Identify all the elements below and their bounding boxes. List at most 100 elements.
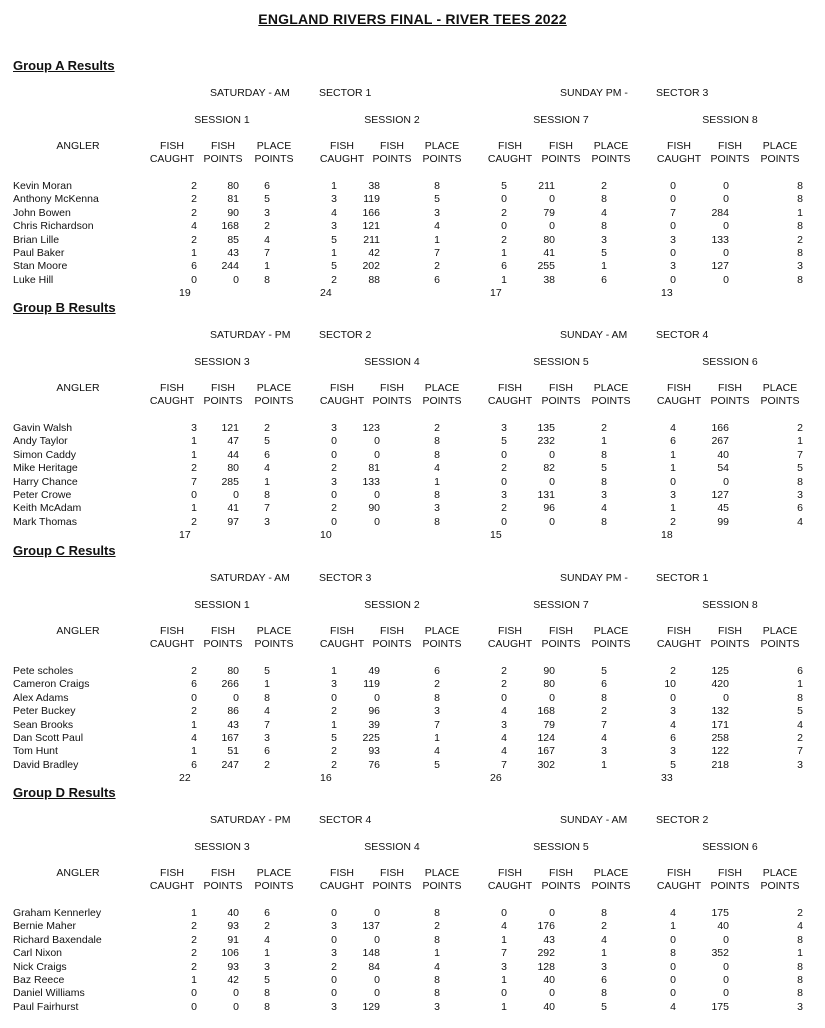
cell-fish-caught: 4	[501, 732, 507, 744]
cell-fish-caught: 1	[670, 502, 676, 515]
cell-place-points: 7	[797, 448, 803, 461]
cell-place-points: 4	[601, 502, 607, 515]
cell-place-points: 2	[264, 220, 270, 233]
cell-fish-points: 76	[368, 758, 380, 771]
cell-place-points: 1	[797, 206, 803, 219]
cell-place-points: 2	[434, 678, 440, 691]
cell-place-points: 1	[434, 732, 440, 744]
cell-fish-caught: 0	[331, 907, 337, 919]
cell-fish-points: 90	[543, 665, 555, 677]
cell-fish-caught: 3	[331, 422, 337, 434]
day-label: SUNDAY PM -	[560, 572, 628, 584]
table-row: Gavin Walsh 3 121 2 3 123 2 3 135 2 4 166 2	[0, 422, 825, 435]
cell-fish-caught: 2	[501, 462, 507, 475]
cell-fish-caught: 5	[670, 758, 676, 771]
cell-fish-caught: 7	[501, 758, 507, 771]
cell-place-points: 1	[434, 947, 440, 960]
cell-fish-caught: 0	[501, 987, 507, 1000]
session-label: SESSION 5	[533, 356, 589, 368]
cell-fish-points: 0	[549, 691, 555, 704]
cell-fish-points: 127	[711, 489, 729, 501]
angler-header: ANGLER	[56, 867, 100, 879]
cell-fish-caught: 0	[670, 273, 676, 286]
cell-fish-points: 232	[537, 435, 555, 448]
fish-points-header: FISH POINTS	[203, 382, 243, 407]
cell-fish-caught: 1	[331, 180, 337, 192]
cell-fish-points: 132	[711, 705, 729, 718]
angler-name: Bernie Maher	[13, 920, 77, 933]
group-heading: Group C Results	[13, 543, 116, 558]
cell-fish-caught: 6	[191, 260, 197, 273]
cell-place-points: 5	[264, 665, 270, 677]
cell-place-points: 5	[434, 193, 440, 206]
cell-fish-caught: 2	[501, 233, 507, 246]
session-label: SESSION 8	[702, 599, 758, 611]
cell-fish-caught: 0	[191, 987, 197, 1000]
cell-place-points: 7	[434, 718, 440, 731]
cell-fish-caught: 1	[191, 435, 197, 448]
cell-fish-points: 202	[362, 260, 380, 273]
cell-place-points: 3	[601, 745, 607, 758]
table-row: Harry Chance 7 285 1 3 133 1 0 0 8 0 0 8	[0, 476, 825, 489]
cell-fish-caught: 2	[331, 273, 337, 286]
cell-fish-caught: 3	[501, 489, 507, 501]
place-points-header: PLACE POINTS	[760, 140, 800, 165]
cell-fish-points: 0	[549, 475, 555, 488]
session-label: SESSION 4	[364, 841, 420, 853]
cell-fish-points: 167	[537, 745, 555, 758]
cell-place-points: 8	[797, 193, 803, 206]
cell-fish-points: 0	[233, 691, 239, 704]
angler-name: Richard Baxendale	[13, 933, 102, 946]
cell-fish-caught: 3	[331, 920, 337, 933]
cell-fish-points: 119	[363, 193, 380, 206]
fish-points-header: FISH POINTS	[710, 625, 750, 650]
cell-place-points: 8	[797, 974, 803, 986]
cell-place-points: 6	[601, 974, 607, 986]
cell-fish-points: 47	[227, 435, 239, 448]
cell-place-points: 2	[797, 907, 803, 919]
sector-label: SECTOR 2	[656, 814, 709, 826]
cell-fish-caught: 2	[191, 947, 197, 960]
day-label: SUNDAY - AM	[560, 814, 628, 826]
table-row: Pete scholes 2 80 5 1 49 6 2 90 5 2 125 6	[0, 665, 825, 678]
session-total: 18	[661, 529, 673, 542]
fish-points-header: FISH POINTS	[541, 867, 581, 892]
cell-place-points: 4	[264, 462, 270, 475]
cell-place-points: 2	[264, 758, 270, 771]
cell-fish-caught: 0	[191, 691, 197, 704]
cell-place-points: 4	[434, 960, 440, 973]
cell-fish-caught: 3	[670, 705, 676, 718]
cell-fish-caught: 1	[501, 1000, 507, 1013]
cell-place-points: 8	[264, 987, 270, 1000]
table-row: Richard Baxendale 2 91 4 0 0 8 1 43 4 0 0 8	[0, 934, 825, 947]
cell-place-points: 1	[797, 678, 803, 691]
day-label: SATURDAY - PM	[210, 814, 291, 826]
cell-place-points: 8	[601, 691, 607, 704]
cell-fish-points: 211	[363, 233, 380, 246]
cell-place-points: 8	[797, 933, 803, 946]
cell-fish-points: 79	[543, 718, 555, 731]
cell-place-points: 1	[601, 435, 607, 448]
fish-caught-header: FISH CAUGHT	[319, 625, 365, 650]
cell-fish-caught: 2	[331, 462, 337, 475]
table-row: Mark Thomas 2 97 3 0 0 8 0 0 8 2 99 4	[0, 516, 825, 529]
cell-fish-caught: 1	[191, 247, 197, 259]
cell-fish-points: 0	[233, 273, 239, 286]
fish-caught-header: FISH CAUGHT	[149, 382, 195, 407]
cell-fish-caught: 2	[191, 515, 197, 528]
cell-fish-caught: 4	[331, 206, 337, 219]
cell-place-points: 5	[797, 462, 803, 475]
cell-fish-caught: 6	[670, 435, 676, 448]
cell-fish-caught: 3	[670, 489, 676, 501]
angler-name: Pete scholes	[13, 665, 74, 677]
cell-fish-points: 38	[543, 273, 555, 286]
cell-fish-caught: 1	[501, 247, 507, 259]
cell-fish-caught: 4	[501, 920, 507, 933]
cell-place-points: 5	[797, 705, 803, 718]
cell-fish-points: 0	[374, 974, 380, 986]
cell-fish-points: 0	[723, 960, 729, 973]
cell-fish-caught: 10	[664, 678, 676, 691]
place-points-header: PLACE POINTS	[760, 625, 800, 650]
table-row: Peter Buckey 2 86 4 2 96 3 4 168 2 3 132 5	[0, 705, 825, 718]
table-row: Baz Reece 1 42 5 0 0 8 1 40 6 0 0 8	[0, 974, 825, 987]
